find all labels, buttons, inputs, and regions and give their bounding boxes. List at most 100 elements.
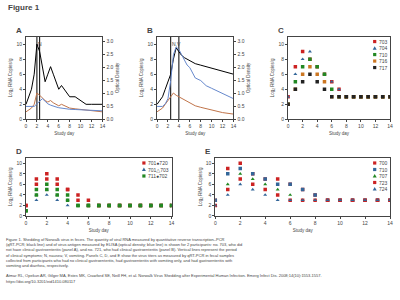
svg-text:Study day: Study day xyxy=(329,131,350,136)
svg-text:6: 6 xyxy=(289,220,292,226)
svg-text:1.0: 1.0 xyxy=(106,90,113,96)
svg-text:12: 12 xyxy=(362,220,368,226)
svg-text:717: 717 xyxy=(379,65,388,71)
svg-text:2: 2 xyxy=(208,202,211,208)
svg-text:2: 2 xyxy=(239,220,242,226)
svg-text:12: 12 xyxy=(220,123,226,129)
svg-text:12: 12 xyxy=(373,123,379,129)
svg-text:707: 707 xyxy=(379,173,388,179)
svg-text:8: 8 xyxy=(108,220,111,226)
svg-text:716: 716 xyxy=(379,58,388,64)
svg-text:6: 6 xyxy=(150,71,153,77)
svg-text:10: 10 xyxy=(147,41,153,47)
svg-text:0: 0 xyxy=(150,116,153,122)
svg-text:10: 10 xyxy=(16,160,22,166)
svg-text:14: 14 xyxy=(231,123,237,129)
svg-text:711●702: 711●702 xyxy=(148,173,168,179)
svg-text:700: 700 xyxy=(379,160,388,166)
svg-text:12: 12 xyxy=(89,123,95,129)
svg-text:703: 703 xyxy=(379,39,388,45)
svg-text:6: 6 xyxy=(19,71,22,77)
svg-text:710: 710 xyxy=(379,167,388,173)
svg-text:Optical Density: Optical Density xyxy=(246,62,251,93)
svg-text:2: 2 xyxy=(45,220,48,226)
svg-text:E: E xyxy=(205,147,211,156)
svg-text:724: 724 xyxy=(379,186,388,192)
svg-text:8: 8 xyxy=(199,123,202,129)
svg-text:10: 10 xyxy=(78,123,84,129)
svg-text:4: 4 xyxy=(264,220,267,226)
svg-text:723: 723 xyxy=(379,180,388,186)
svg-text:2: 2 xyxy=(301,123,304,129)
svg-text:Study day: Study day xyxy=(185,131,206,136)
svg-text:8: 8 xyxy=(208,171,211,177)
svg-text:3.0: 3.0 xyxy=(237,38,244,44)
svg-text:4: 4 xyxy=(66,220,69,226)
svg-text:4: 4 xyxy=(281,86,284,92)
svg-text:Log₂ RNA Copies/g: Log₂ RNA Copies/g xyxy=(8,167,13,206)
svg-text:6: 6 xyxy=(330,123,333,129)
svg-text:10: 10 xyxy=(206,160,212,166)
svg-text:8: 8 xyxy=(314,220,317,226)
svg-text:14: 14 xyxy=(387,220,393,226)
svg-text:3.0: 3.0 xyxy=(106,38,113,44)
svg-text:12: 12 xyxy=(148,220,154,226)
svg-text:10: 10 xyxy=(209,123,215,129)
svg-text:4: 4 xyxy=(150,86,153,92)
svg-text:Study day: Study day xyxy=(89,228,110,233)
svg-text:0: 0 xyxy=(25,123,28,129)
svg-text:6: 6 xyxy=(87,220,90,226)
svg-text:A: A xyxy=(16,26,22,35)
svg-text:2: 2 xyxy=(281,101,284,107)
svg-text:0: 0 xyxy=(281,116,284,122)
svg-text:0.5: 0.5 xyxy=(237,103,244,109)
svg-text:Figure 1: Figure 1 xyxy=(8,3,40,12)
svg-text:Study day: Study day xyxy=(293,228,314,233)
svg-text:1.0: 1.0 xyxy=(237,90,244,96)
svg-text:2.5: 2.5 xyxy=(106,51,113,57)
svg-text:6: 6 xyxy=(208,181,211,187)
svg-text:6: 6 xyxy=(19,181,22,187)
svg-text:14: 14 xyxy=(169,220,175,226)
svg-text:2: 2 xyxy=(150,101,153,107)
svg-text:2.0: 2.0 xyxy=(237,64,244,70)
svg-text:8: 8 xyxy=(281,56,284,62)
svg-text:2: 2 xyxy=(19,101,22,107)
svg-text:0: 0 xyxy=(214,220,217,226)
svg-text:Study day: Study day xyxy=(54,131,75,136)
svg-text:2: 2 xyxy=(36,123,39,129)
svg-text:0: 0 xyxy=(19,116,22,122)
svg-text:2: 2 xyxy=(19,202,22,208)
svg-text:8: 8 xyxy=(19,56,22,62)
svg-text:8: 8 xyxy=(150,56,153,62)
svg-text:4: 4 xyxy=(316,123,319,129)
svg-text:4: 4 xyxy=(208,192,211,198)
svg-text:8: 8 xyxy=(68,123,71,129)
svg-text:0: 0 xyxy=(208,213,211,219)
svg-text:10: 10 xyxy=(358,123,364,129)
svg-text:704: 704 xyxy=(379,45,388,51)
svg-text:B: B xyxy=(147,26,153,35)
svg-text:0.0: 0.0 xyxy=(237,116,244,122)
svg-text:10: 10 xyxy=(337,220,343,226)
svg-text:701●720: 701●720 xyxy=(148,160,168,166)
svg-text:Optical Density: Optical Density xyxy=(115,62,120,93)
svg-text:0: 0 xyxy=(25,220,28,226)
svg-text:0.0: 0.0 xyxy=(106,116,113,122)
svg-text:2.0: 2.0 xyxy=(106,64,113,70)
svg-text:8: 8 xyxy=(345,123,348,129)
svg-text:4: 4 xyxy=(19,86,22,92)
svg-text:Log₂ RNA Copies/g: Log₂ RNA Copies/g xyxy=(139,58,144,97)
svg-text:10: 10 xyxy=(16,41,22,47)
svg-text:710: 710 xyxy=(379,52,388,58)
svg-text:N,V: N,V xyxy=(172,41,181,47)
svg-text:D: D xyxy=(16,147,22,156)
svg-text:8: 8 xyxy=(19,171,22,177)
svg-text:N: N xyxy=(38,41,42,47)
svg-text:14: 14 xyxy=(100,123,106,129)
svg-text:2: 2 xyxy=(167,123,170,129)
svg-text:0: 0 xyxy=(287,123,290,129)
svg-text:4: 4 xyxy=(46,123,49,129)
svg-text:10: 10 xyxy=(279,41,285,47)
svg-text:701△703: 701△703 xyxy=(148,167,169,173)
